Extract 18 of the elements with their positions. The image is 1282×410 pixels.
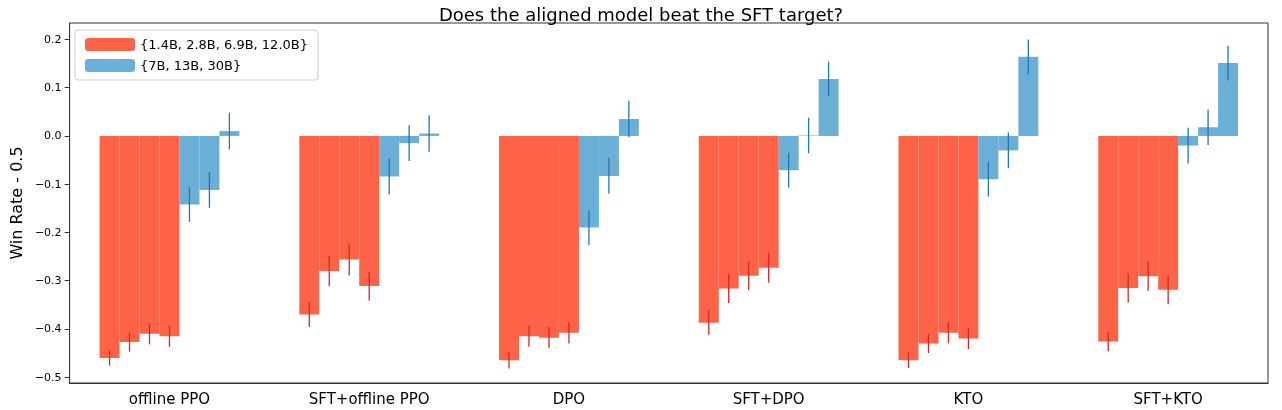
x-tick-label: offline PPO [128,389,211,408]
x-tick-label: KTO [953,389,984,408]
y-tick-label: 0.1 [44,81,62,95]
y-tick-label: −0.3 [34,274,62,288]
legend-label: {1.4B, 2.8B, 6.9B, 12.0B} [140,37,308,52]
y-tick-label: −0.1 [34,177,62,191]
x-tick-label: SFT+KTO [1133,389,1203,408]
x-tick-label: SFT+offline PPO [308,389,430,408]
legend-label: {7B, 13B, 30B} [140,58,242,73]
x-tick-label: DPO [552,389,586,408]
y-tick-label: −0.4 [34,322,62,336]
x-tick-label: SFT+DPO [732,389,805,408]
y-tick-label: 0.2 [44,32,62,46]
chart-title: Does the aligned model beat the SFT target? [438,3,844,25]
y-tick-label: −0.2 [34,225,62,239]
y-tick-label: −0.5 [34,370,62,384]
y-tick-label: 0.0 [44,129,62,143]
y-axis-title: Win Rate - 0.5 [6,146,26,260]
